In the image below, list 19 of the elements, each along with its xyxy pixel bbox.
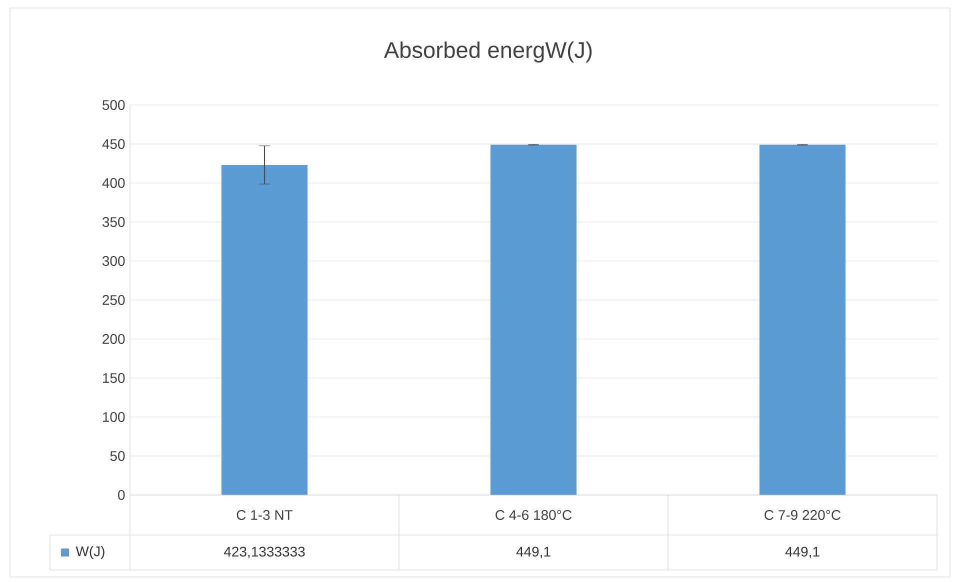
x-tick-label: C 7-9 220°C [764, 510, 841, 520]
data-label: 449,1 [785, 546, 820, 558]
y-tick-label: 350 [102, 217, 125, 227]
y-tick-label: 0 [118, 490, 125, 500]
y-tick-label: 100 [103, 412, 125, 422]
legend-label: W(J) [76, 546, 104, 560]
x-tick-label: C 1-3 NT [236, 510, 293, 520]
y-tick-label: 150 [103, 373, 125, 383]
y-tick-label: 300 [102, 256, 125, 266]
data-label: 449,1 [516, 546, 550, 558]
x-tick-label: C 4-6 180°C [496, 510, 572, 520]
chart-title: Absorbed energW(J) [384, 41, 592, 63]
y-tick-label: 500 [102, 100, 125, 110]
y-tick-label: 400 [102, 178, 125, 188]
y-tick-label: 250 [102, 295, 125, 305]
y-tick-label: 50 [110, 451, 125, 461]
y-tick-label: 450 [102, 139, 125, 149]
data-label: 423,1333333 [224, 546, 305, 558]
y-tick-label: 200 [102, 334, 125, 344]
